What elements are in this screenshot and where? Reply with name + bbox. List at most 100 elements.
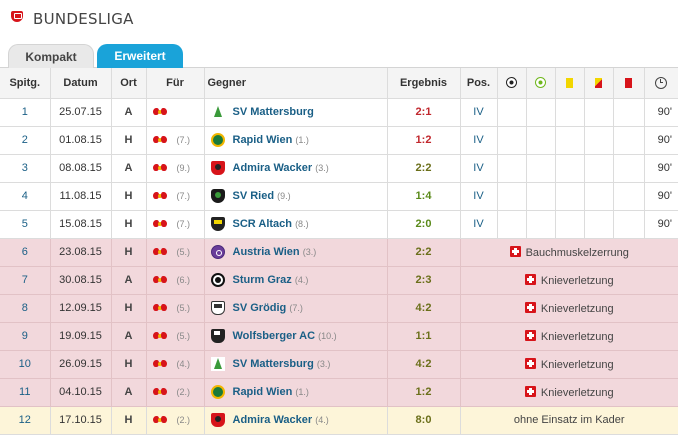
result-link[interactable]: 2:1 <box>415 106 432 118</box>
match-date: 25.07.15 <box>50 98 112 127</box>
league-title: BUNDESLIGA <box>33 10 134 28</box>
opponent-logo-icon[interactable] <box>210 273 225 287</box>
opponent-rank: (4.) <box>315 414 329 425</box>
matchday-link[interactable]: 12 <box>0 406 51 435</box>
matchday-link[interactable]: 4 <box>0 182 51 211</box>
opponent-link[interactable]: SV Mattersburg <box>232 105 314 118</box>
opponent-logo-icon[interactable] <box>210 329 225 343</box>
col-for[interactable]: Für <box>146 68 205 99</box>
tab-kompakt[interactable]: Kompakt <box>8 44 94 68</box>
for-cell: (9.) <box>146 154 205 183</box>
opponent-link[interactable]: Wolfsberger AC <box>232 329 316 342</box>
result-cell: 2:1 <box>387 98 461 127</box>
redbull-salzburg-logo-icon[interactable] <box>152 163 169 173</box>
col-position[interactable]: Pos. <box>460 68 498 99</box>
opponent-link[interactable]: Admira Wacker <box>232 413 313 426</box>
opponent-logo-icon[interactable] <box>210 413 225 427</box>
view-tabs: Kompakt Erweitert <box>0 38 678 68</box>
col-result[interactable]: Ergebnis <box>387 68 461 99</box>
result-cell: 1:4 <box>387 182 461 211</box>
matchday-link[interactable]: 5 <box>0 210 51 239</box>
opponent-logo-icon[interactable] <box>210 301 225 315</box>
result-link[interactable]: 4:2 <box>415 358 432 370</box>
result-link[interactable]: 4:2 <box>415 302 432 314</box>
result-link[interactable]: 1:2 <box>415 386 432 398</box>
result-cell: 4:2 <box>387 350 461 379</box>
result-link[interactable]: 2:2 <box>415 162 432 174</box>
col-matchday[interactable]: Spitg. <box>0 68 51 99</box>
opponent-link[interactable]: Rapid Wien <box>232 385 293 398</box>
redbull-salzburg-logo-icon[interactable] <box>152 191 169 201</box>
opponent-logo-icon[interactable] <box>210 105 225 119</box>
result-link[interactable]: 1:4 <box>415 190 432 202</box>
opponent-logo-icon[interactable] <box>210 161 225 175</box>
result-link[interactable]: 2:0 <box>415 218 432 230</box>
result-cell: 2:2 <box>387 238 461 267</box>
opponent-link[interactable]: SV Grödig <box>232 301 287 314</box>
yellowred-cards <box>584 182 614 211</box>
opponent-logo-icon[interactable] <box>210 217 225 231</box>
opponent-cell: Sturm Graz (4.) <box>204 266 388 295</box>
matchday-link[interactable]: 10 <box>0 350 51 379</box>
redbull-salzburg-logo-icon[interactable] <box>152 135 169 145</box>
redbull-salzburg-logo-icon[interactable] <box>152 247 169 257</box>
col-date[interactable]: Datum <box>50 68 112 99</box>
matchday-link[interactable]: 2 <box>0 126 51 155</box>
for-cell: (5.) <box>146 238 205 267</box>
matchday-link[interactable]: 6 <box>0 238 51 267</box>
opponent-logo-icon[interactable] <box>210 133 225 147</box>
for-cell: (6.) <box>146 266 205 295</box>
opponent-logo-icon[interactable] <box>210 357 225 371</box>
matchday-link[interactable]: 1 <box>0 98 51 127</box>
opponent-link[interactable]: Admira Wacker <box>232 161 313 174</box>
col-assists[interactable] <box>526 68 556 99</box>
opponent-logo-icon[interactable] <box>210 245 225 259</box>
absence-reason: Knieverletzung <box>540 330 614 343</box>
matchday-link[interactable]: 8 <box>0 294 51 323</box>
redbull-salzburg-logo-icon[interactable] <box>152 107 169 117</box>
match-table: Spitg. Datum Ort Für Gegner Ergebnis Pos… <box>0 68 678 435</box>
col-venue[interactable]: Ort <box>111 68 147 99</box>
opponent-link[interactable]: Austria Wien <box>232 245 300 258</box>
result-link[interactable]: 2:2 <box>415 246 432 258</box>
match-date: 30.08.15 <box>50 266 112 295</box>
redbull-salzburg-logo-icon[interactable] <box>152 331 169 341</box>
opponent-cell: SV Mattersburg <box>204 98 388 127</box>
result-link[interactable]: 8:0 <box>415 414 432 426</box>
col-goals[interactable] <box>497 68 527 99</box>
redbull-salzburg-logo-icon[interactable] <box>152 387 169 397</box>
opponent-rank: (10.) <box>318 330 337 341</box>
opponent-cell: Admira Wacker (4.) <box>204 406 388 435</box>
col-red[interactable] <box>613 68 645 99</box>
redbull-salzburg-logo-icon[interactable] <box>152 219 169 229</box>
yellow-cards <box>555 98 585 127</box>
opponent-logo-icon[interactable] <box>210 189 225 203</box>
opponent-link[interactable]: Sturm Graz <box>232 273 292 286</box>
redbull-salzburg-logo-icon[interactable] <box>152 359 169 369</box>
assists <box>526 98 556 127</box>
opponent-link[interactable]: SV Ried <box>232 189 275 202</box>
opponent-cell: SV Grödig (7.) <box>204 294 388 323</box>
opponent-logo-icon[interactable] <box>210 385 225 399</box>
for-cell: (7.) <box>146 210 205 239</box>
matchday-link[interactable]: 11 <box>0 378 51 407</box>
redbull-salzburg-logo-icon[interactable] <box>152 275 169 285</box>
opponent-link[interactable]: SCR Altach <box>232 217 293 230</box>
opponent-link[interactable]: SV Mattersburg <box>232 357 314 370</box>
matchday-link[interactable]: 9 <box>0 322 51 351</box>
col-yellowred[interactable] <box>584 68 614 99</box>
opponent-link[interactable]: Rapid Wien <box>232 133 293 146</box>
col-opponent[interactable]: Gegner <box>204 68 388 99</box>
opponent-cell: Rapid Wien (1.) <box>204 126 388 155</box>
redbull-salzburg-logo-icon[interactable] <box>152 415 169 425</box>
redbull-salzburg-logo-icon[interactable] <box>152 303 169 313</box>
tab-erweitert[interactable]: Erweitert <box>97 44 183 68</box>
result-link[interactable]: 1:2 <box>415 134 432 146</box>
matchday-link[interactable]: 3 <box>0 154 51 183</box>
col-minutes[interactable] <box>644 68 678 99</box>
result-link[interactable]: 1:1 <box>415 330 432 342</box>
col-yellow[interactable] <box>555 68 585 99</box>
red-cards <box>613 98 645 127</box>
matchday-link[interactable]: 7 <box>0 266 51 295</box>
result-link[interactable]: 2:3 <box>415 274 432 286</box>
